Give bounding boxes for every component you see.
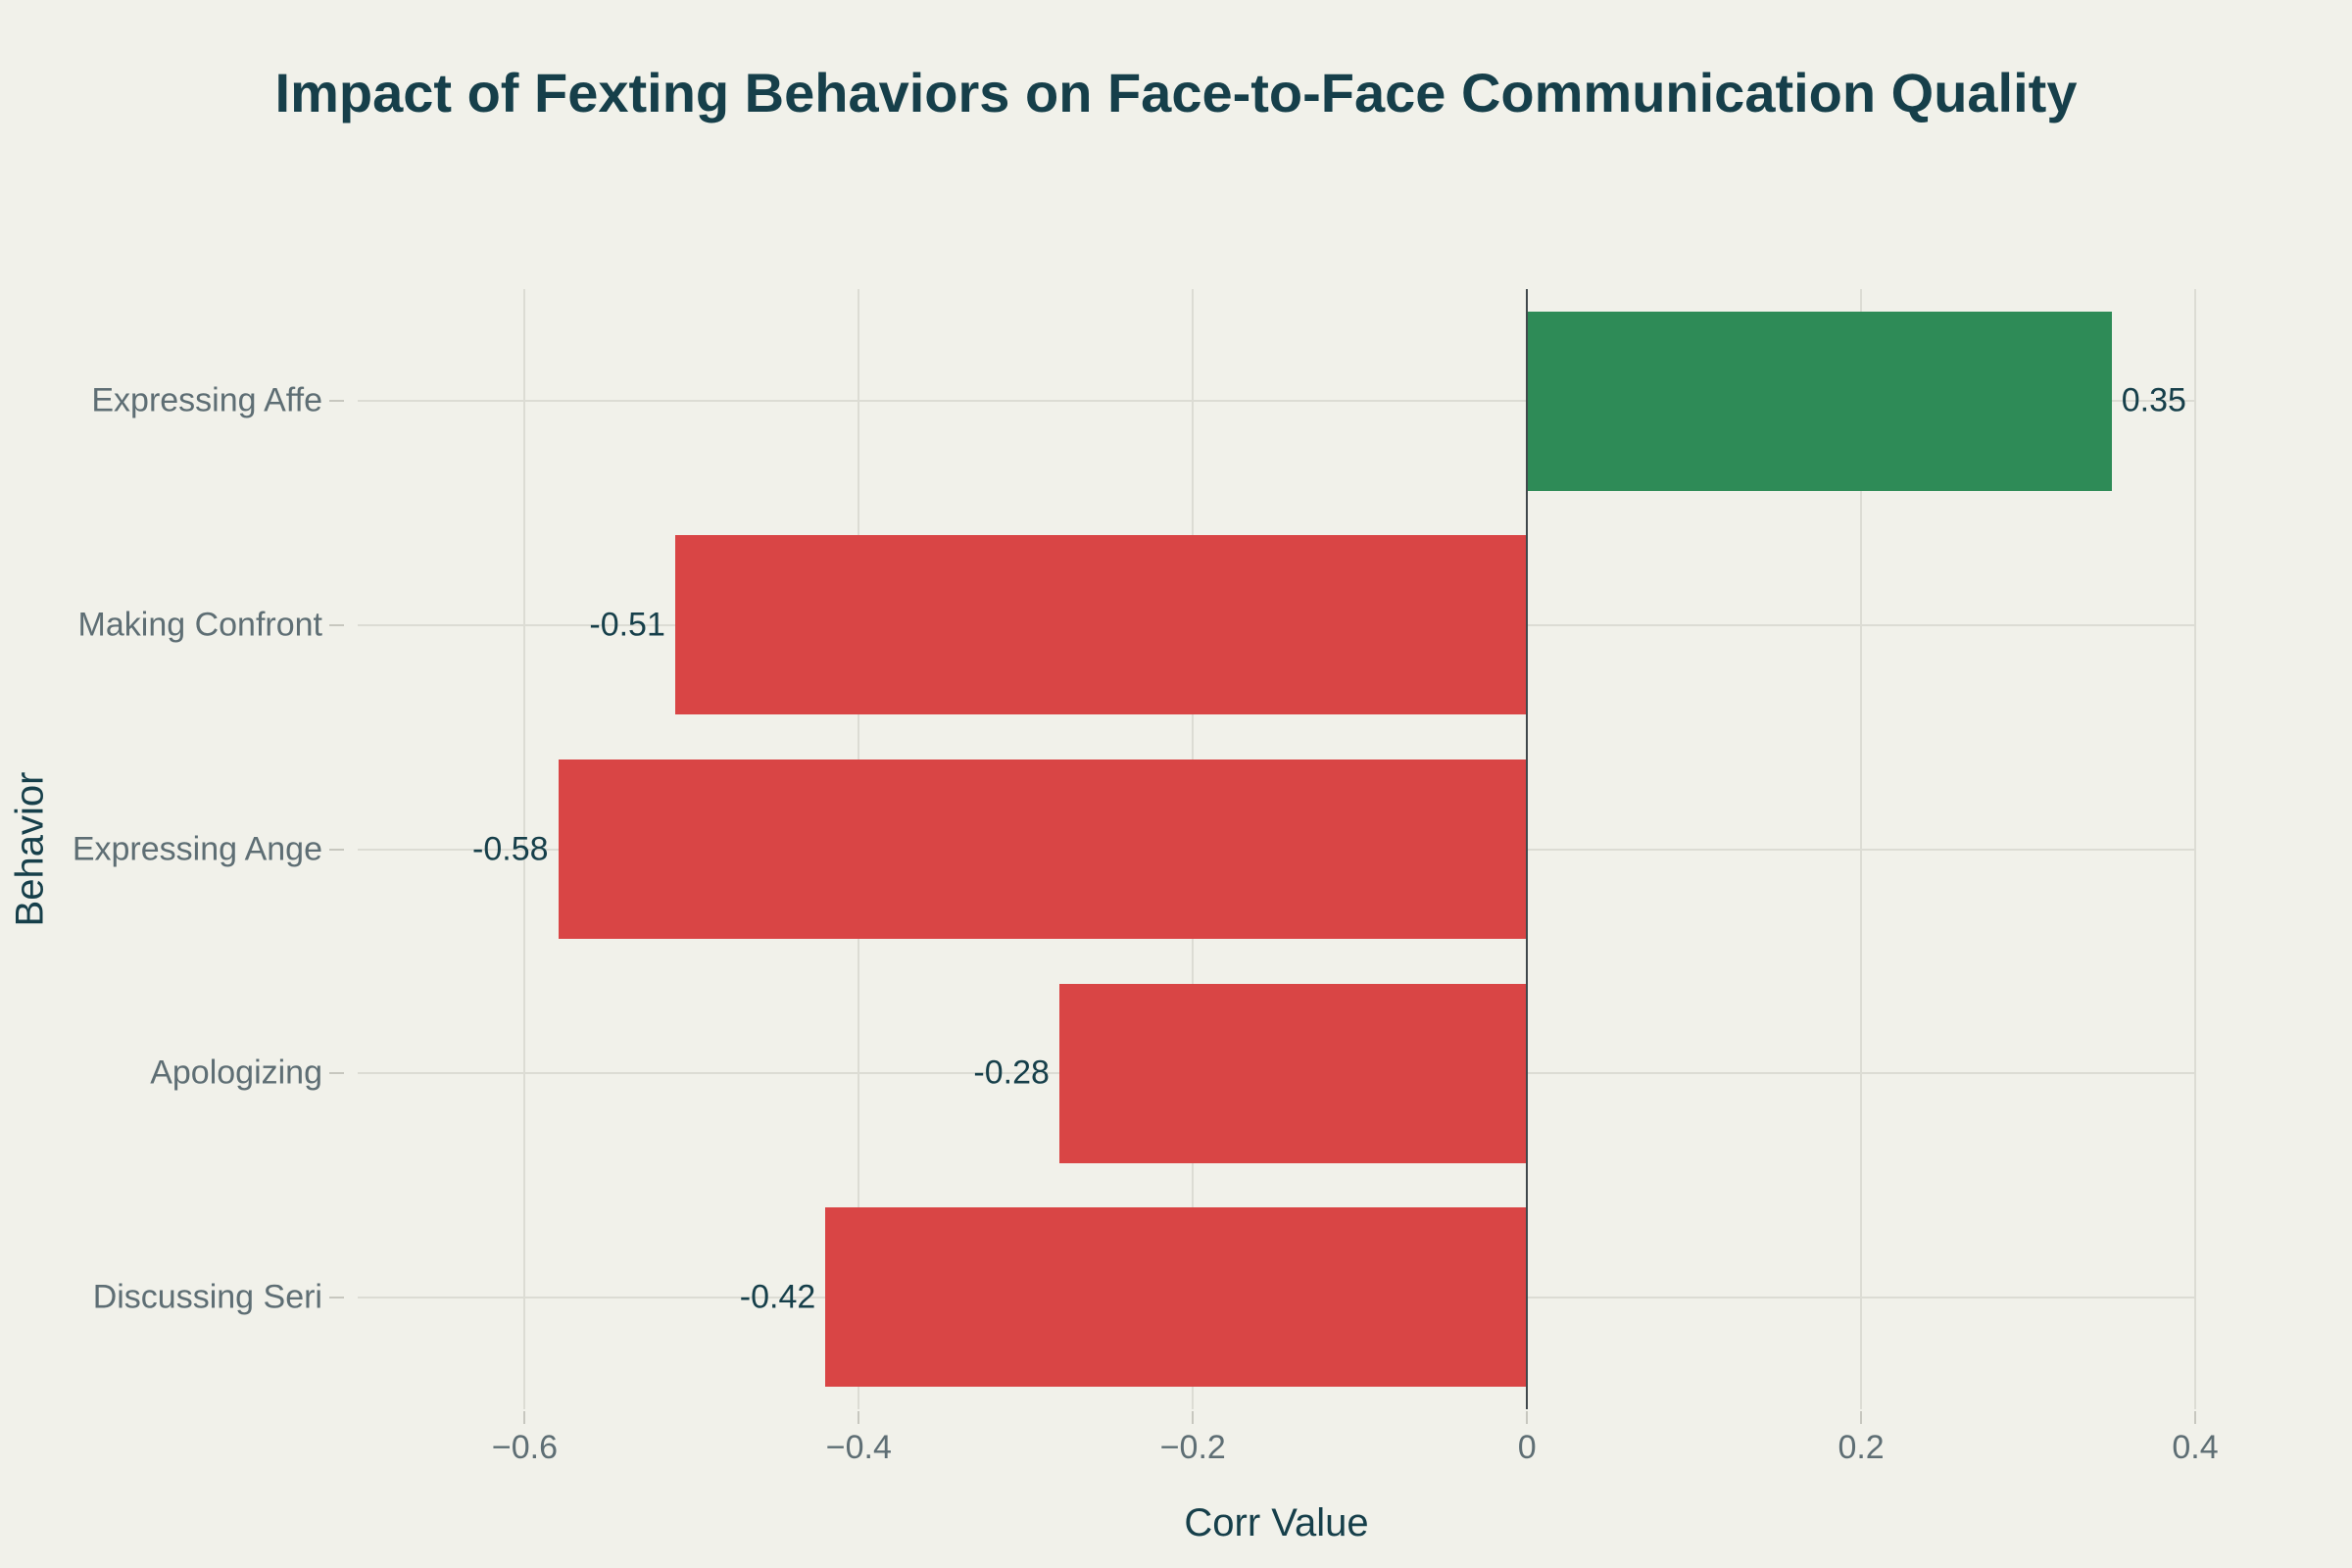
y-axis-tick-label: Making Confront	[77, 606, 322, 644]
vertical-gridline	[523, 289, 526, 1409]
x-axis-tick-label: 0	[1517, 1429, 1537, 1466]
bar-expressing-ange	[558, 760, 1528, 939]
horizontal-gridline	[358, 400, 2195, 403]
y-axis-tick-label: Discussing Seri	[92, 1278, 322, 1316]
plot-area: −0.6 −0.4 −0.2 0 0.2 0.4 0.35 Expressing Affe -0…	[73, 289, 2219, 1466]
zero-baseline	[1526, 289, 1529, 1409]
bar-value-label: 0.35	[2121, 381, 2186, 419]
y-axis-tick-label: Apologizing	[150, 1054, 322, 1092]
y-axis-tick-mark	[329, 400, 344, 403]
y-axis-tick-label: Expressing Ange	[72, 830, 322, 867]
bar-making-confront	[674, 535, 1528, 715]
vertical-gridline	[2194, 289, 2196, 1409]
vertical-gridline	[1860, 289, 1863, 1409]
bar-value-label: -0.51	[589, 606, 665, 644]
x-axis-tick-mark	[1192, 1411, 1195, 1424]
x-axis-tick-mark	[523, 1411, 526, 1424]
y-axis-tick-mark	[329, 1296, 344, 1298]
y-axis-title-container: Behavior	[0, 289, 61, 1409]
y-axis-tick-mark	[329, 848, 344, 851]
x-axis-tick-label: −0.4	[825, 1429, 892, 1466]
y-axis-title: Behavior	[8, 771, 52, 927]
x-axis-tick-mark	[1860, 1411, 1863, 1424]
bar-value-label: -0.28	[973, 1054, 1050, 1092]
bar-value-label: -0.42	[739, 1278, 816, 1316]
x-axis-tick-label: 0.4	[2172, 1429, 2219, 1466]
y-axis-tick-mark	[329, 623, 344, 626]
x-axis-tick-label: −0.2	[1159, 1429, 1226, 1466]
x-axis-tick-mark	[2194, 1411, 2196, 1424]
x-axis-tick-mark	[1526, 1411, 1529, 1424]
bar-expressing-affe	[1527, 311, 2112, 491]
bar-value-label: -0.58	[472, 830, 549, 867]
x-axis-tick-mark	[858, 1411, 860, 1424]
bar-discussing-seri	[825, 1207, 1528, 1388]
y-axis-tick-label: Expressing Affe	[91, 381, 322, 419]
bar-apologizing	[1058, 983, 1528, 1163]
y-axis-tick-mark	[329, 1072, 344, 1075]
chart-title: Impact of Fexting Behaviors on Face-to-F…	[274, 62, 2078, 123]
x-axis-tick-label: 0.2	[1838, 1429, 1885, 1466]
x-axis-tick-label: −0.6	[491, 1429, 559, 1466]
x-axis-title: Corr Value	[1184, 1501, 1369, 1544]
